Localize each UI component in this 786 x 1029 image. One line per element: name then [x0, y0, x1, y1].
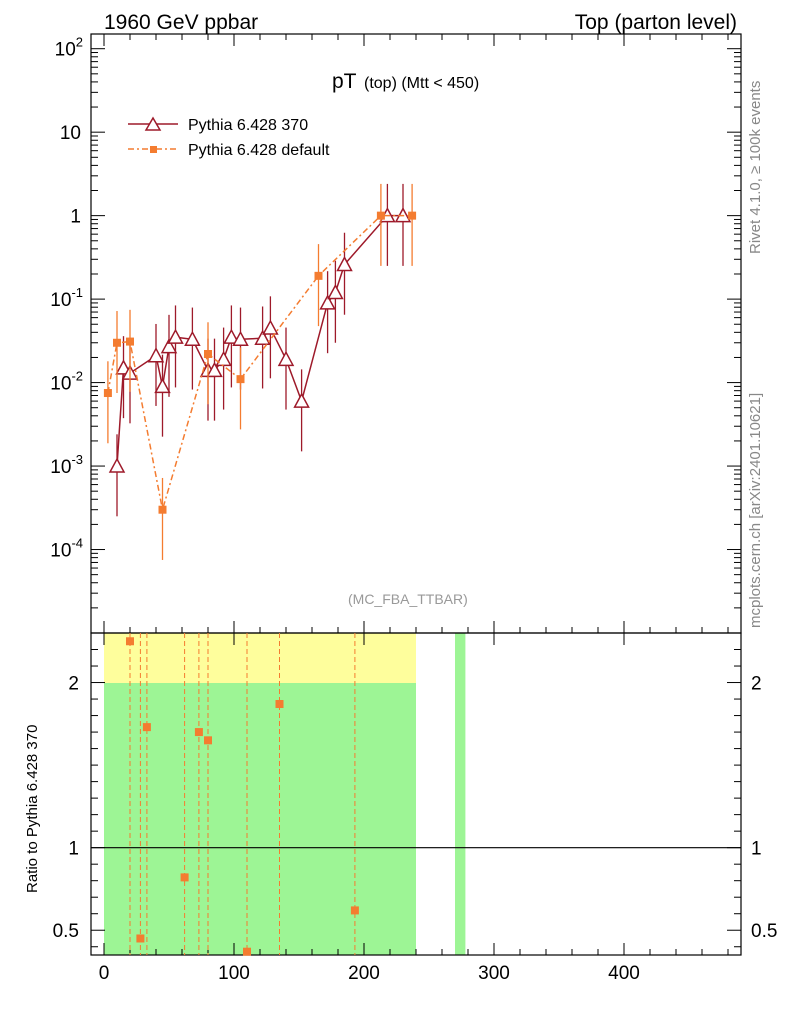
y-tick-label: 1 — [70, 207, 81, 228]
rivet-label: Rivet 4.1.0, ≥ 100k events — [747, 81, 764, 254]
ratio-point — [243, 947, 251, 956]
x-tick-label: 200 — [348, 963, 380, 984]
x-tick-label: 0 — [99, 963, 110, 984]
x-tick-label: 400 — [608, 963, 640, 984]
ratio-point — [350, 906, 359, 915]
ratio-tick-label: 2 — [68, 674, 79, 695]
data-point — [184, 330, 201, 347]
ratio-point — [136, 934, 145, 943]
ratio-point — [204, 736, 212, 745]
data-point — [293, 392, 310, 408]
y-tick-label: 102 — [55, 35, 83, 61]
y-tick-label: 10-4 — [50, 536, 83, 562]
data-point — [262, 319, 279, 335]
series-layer — [103, 183, 417, 560]
data-point — [160, 337, 178, 354]
ratio-band-green-tail — [455, 633, 466, 955]
data-point — [215, 350, 232, 367]
data-point — [108, 457, 126, 473]
data-point — [408, 211, 417, 220]
data-point — [314, 271, 323, 280]
ratio-point — [275, 700, 284, 709]
legend: Pythia 6.428 370 Pythia 6.428 default — [128, 116, 330, 159]
data-point — [167, 328, 184, 344]
ratio-point — [126, 637, 134, 646]
ratio-tick-label-right: 2 — [751, 674, 762, 695]
chart-title-sub: (top) (Mtt < 450) — [364, 75, 479, 92]
axis-labels: 0 100 200 300 400 10-4 10-3 10-2 10-1 1 10 102 0.5 0.… — [50, 35, 777, 984]
chart-title-main: pT — [332, 70, 357, 93]
ratio-axis-label: Ratio to Pythia 6.428 370 — [24, 725, 41, 893]
x-tick-label: 300 — [478, 963, 510, 984]
header-right: Top (parton level) — [575, 11, 737, 34]
data-point — [232, 330, 249, 347]
data-point — [158, 505, 167, 514]
legend-label-default: Pythia 6.428 default — [188, 142, 330, 159]
x-tick-label: 100 — [218, 963, 250, 984]
ratio-tick-label: 1 — [68, 839, 79, 860]
data-point — [223, 328, 240, 344]
ratio-point — [142, 723, 151, 732]
data-point — [103, 389, 112, 398]
ratio-layer — [126, 633, 359, 956]
ratio-bands — [104, 633, 466, 955]
ratio-tick-label-right: 0.5 — [751, 921, 777, 942]
data-point — [236, 375, 245, 384]
data-point — [154, 377, 171, 394]
y-tick-label: 10-1 — [50, 285, 83, 311]
ratio-point — [180, 873, 189, 882]
data-point — [336, 255, 353, 272]
y-tick-label: 10-2 — [50, 369, 83, 395]
legend-marker-square-icon — [150, 146, 157, 153]
ratio-tick-label: 0.5 — [53, 921, 79, 942]
data-point — [147, 347, 165, 363]
data-point — [327, 283, 344, 300]
data-point — [126, 337, 134, 346]
data-point — [376, 211, 385, 220]
data-point — [277, 350, 295, 367]
axis-ticks — [91, 34, 741, 955]
mcplots-label: mcplots.cern.ch [arXiv:2401.10621] — [747, 393, 764, 628]
y-tick-label: 10 — [60, 123, 81, 144]
y-tick-label: 10-3 — [50, 452, 83, 478]
header-left: 1960 GeV ppbar — [104, 11, 258, 34]
legend-marker-triangle-icon — [144, 116, 162, 131]
data-point — [206, 361, 223, 378]
ratio-tick-label-right: 1 — [751, 839, 762, 860]
legend-label-370: Pythia 6.428 370 — [188, 117, 308, 134]
ratio-point — [194, 728, 203, 737]
series-line — [107, 214, 413, 510]
data-point — [204, 350, 212, 359]
data-point — [254, 329, 271, 345]
data-point — [113, 338, 121, 347]
data-point — [319, 294, 336, 310]
ratio-band-green — [104, 683, 416, 955]
analysis-watermark: (MC_FBA_TTBAR) — [348, 591, 468, 607]
